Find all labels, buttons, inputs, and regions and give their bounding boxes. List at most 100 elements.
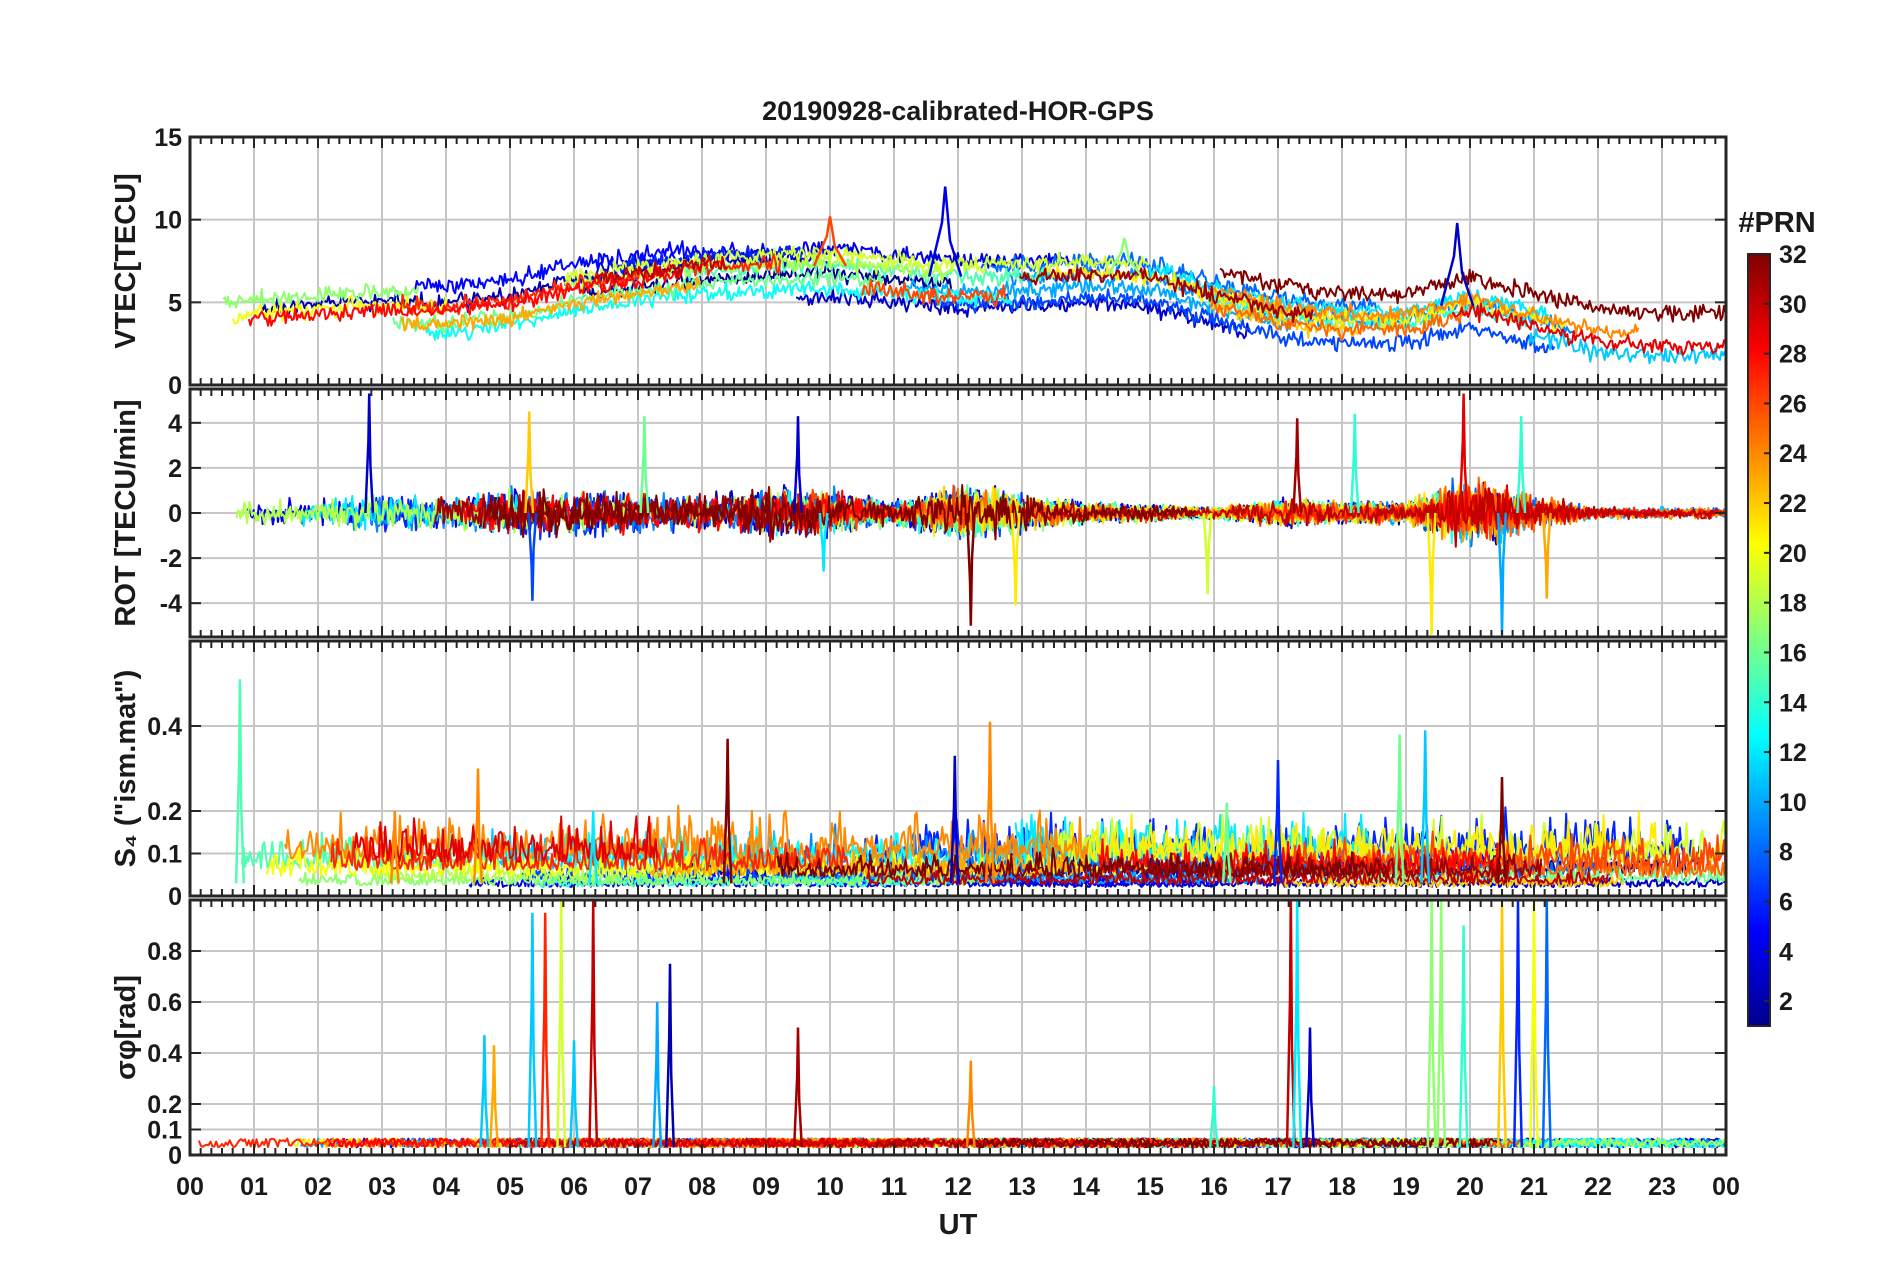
feature-sigma_phi-0	[479, 1035, 490, 1148]
series-prn-24	[1212, 287, 1640, 340]
feature-s4-8	[1394, 734, 1405, 884]
y-tick-label: 0.2	[147, 798, 182, 826]
colorbar-tick-label: 14	[1779, 689, 1807, 717]
feature-s4-5	[1221, 802, 1232, 884]
x-tick-label: 06	[560, 1173, 588, 1201]
feature-sigma_phi-16	[1436, 900, 1447, 1148]
series-group-sigma_phi	[197, 900, 1726, 1149]
y-tick-label: -2	[160, 545, 182, 573]
feature-s4-7	[1420, 730, 1431, 884]
feature-rot-6	[965, 512, 976, 626]
x-axis-ticks: 00 01 02 03 04 05 06 07 08 09 10 11 12 13 14 15 16 17 18 19…	[176, 1173, 1740, 1201]
x-tick-label: 05	[496, 1173, 524, 1201]
x-tick-label: 19	[1392, 1173, 1420, 1201]
y-tick-label: -4	[160, 590, 182, 618]
y-tick-label: 5	[168, 289, 182, 317]
feature-rot-0	[364, 393, 375, 514]
x-tick-label: 14	[1072, 1173, 1100, 1201]
series-prn-32	[968, 1137, 1499, 1149]
y-tick-label: 4	[168, 410, 182, 438]
series-prn-23	[648, 847, 1093, 878]
series-prn-5	[414, 240, 698, 295]
feature-s4-0	[234, 679, 246, 884]
y-tick-label: 0.1	[147, 1117, 182, 1145]
y-ticks-vtec: 0 5 10 15	[154, 124, 1726, 400]
feature-sigma_phi-4	[556, 900, 567, 1148]
x-tick-label: 15	[1136, 1173, 1164, 1201]
y-tick-label: 0.2	[147, 1091, 182, 1119]
x-tick-label: 13	[1008, 1173, 1036, 1201]
feature-sigma_phi-12	[1285, 900, 1296, 1148]
y-tick-label: 0.4	[147, 713, 182, 741]
feature-s4-2	[722, 738, 733, 884]
series-prn-10	[905, 277, 1292, 332]
x-tick-label: 23	[1648, 1173, 1676, 1201]
feature-sigma_phi-5	[568, 1040, 580, 1148]
feature-rot-14	[1541, 512, 1552, 599]
x-tick-label: 00	[176, 1173, 204, 1201]
feature-sigma_phi-2	[527, 912, 538, 1148]
feature-s4-3	[984, 721, 996, 884]
x-tick-label: 00	[1712, 1173, 1740, 1201]
colorbar-tick-label: 22	[1779, 490, 1807, 518]
y-ticks-rot: -4 -2 0 2 4	[160, 410, 1726, 618]
series-prn-21	[1066, 811, 1666, 864]
panel-sigma_phi: 00.10.2 0.4 0.6 0.8σφ[rad]	[110, 898, 1728, 1170]
feature-s4-4	[949, 755, 960, 884]
feature-rot-12	[1458, 393, 1469, 514]
feature-s4-1	[472, 768, 484, 884]
series-prn-30	[505, 1137, 922, 1149]
series-group-rot	[235, 393, 1726, 635]
series-prn-32	[1219, 267, 1726, 323]
feature-vtec-0	[812, 216, 848, 267]
feature-sigma_phi-7	[652, 1001, 663, 1148]
colorbar-tick-label: 10	[1779, 789, 1807, 817]
series-prn-29	[353, 815, 659, 864]
feature-sigma_phi-18	[1496, 900, 1508, 1148]
feature-rot-2	[527, 512, 538, 601]
feature-s4-9	[1496, 776, 1508, 884]
colorbar-tick-label: 8	[1779, 839, 1793, 867]
x-tick-label: 21	[1520, 1173, 1548, 1201]
x-tick-label: 11	[881, 1173, 908, 1201]
feature-sigma_phi-21	[1541, 900, 1552, 1148]
series-prn-13	[424, 278, 1013, 341]
feature-vtec-2	[1107, 237, 1142, 276]
feature-rot-4	[792, 416, 804, 514]
y-tick-label: 0	[168, 883, 182, 911]
feature-sigma_phi-17	[1458, 925, 1469, 1148]
feature-sigma_phi-10	[965, 1060, 976, 1148]
y-ticks-sigma_phi: 00.10.2 0.4 0.6 0.8	[147, 938, 1726, 1170]
colorbar-tick-label: 4	[1779, 938, 1793, 966]
y-axis-label-s4: S₄ ("ism.mat")	[110, 670, 142, 868]
x-tick-label: 03	[368, 1173, 396, 1201]
feature-rot-7	[1010, 512, 1021, 606]
feature-sigma_phi-3	[540, 912, 551, 1148]
y-tick-label: 10	[154, 207, 182, 235]
colorbar-tick-label: 6	[1779, 888, 1793, 916]
panel-s4: 0 0.1 0.2 0.4S₄ ("ism.mat")	[110, 639, 1728, 911]
colorbar-tick-label: 28	[1779, 341, 1807, 369]
feature-rot-3	[639, 416, 650, 514]
feature-sigma_phi-15	[1426, 900, 1437, 1148]
y-axis-label-vtec: VTEC[TECU]	[110, 173, 142, 349]
y-tick-label: 0	[168, 500, 182, 528]
series-prn-31	[873, 1137, 1485, 1149]
feature-vtec-3	[1439, 222, 1475, 307]
feature-rot-10	[1349, 413, 1360, 514]
feature-sigma_phi-14	[1304, 1027, 1316, 1148]
feature-sigma_phi-1	[488, 1045, 500, 1148]
y-tick-label: 0.1	[147, 841, 182, 869]
series-prn-24	[283, 804, 1089, 862]
feature-s4-11	[588, 810, 599, 884]
series-prn-27	[1232, 483, 1726, 540]
series-prn-30	[593, 254, 728, 284]
feature-s4-6	[1272, 759, 1284, 884]
series-prn-25	[1210, 298, 1472, 342]
panel-rot: -4 -2 0 2 4 ROT [TECU/min]	[110, 387, 1728, 639]
feature-sigma_phi-9	[792, 1027, 804, 1148]
series-prn-28	[247, 266, 681, 327]
colorbar-tick-label: 12	[1779, 739, 1807, 767]
